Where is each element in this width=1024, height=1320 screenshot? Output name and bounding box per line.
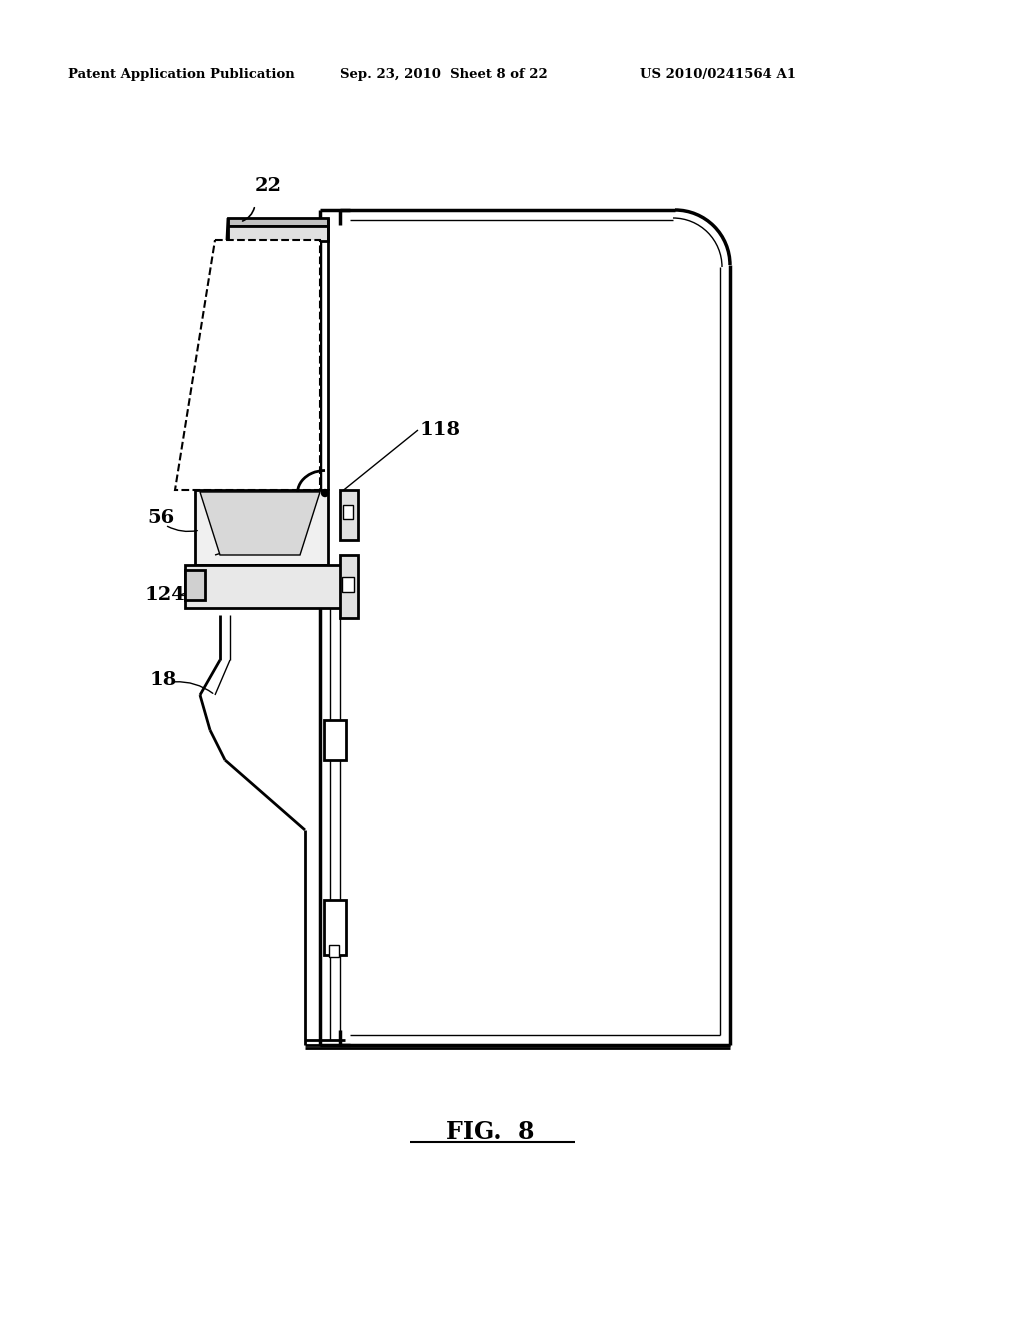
Bar	[342, 577, 354, 591]
Text: Patent Application Publication: Patent Application Publication	[68, 69, 295, 81]
Text: 18: 18	[150, 671, 177, 689]
Bar	[324, 719, 346, 760]
Text: 22: 22	[255, 177, 282, 195]
Bar	[185, 570, 205, 601]
Text: US 2010/0241564 A1: US 2010/0241564 A1	[640, 69, 796, 81]
Text: FIG.  8: FIG. 8	[445, 1119, 535, 1144]
Bar	[340, 490, 358, 540]
Polygon shape	[175, 240, 319, 490]
Bar	[228, 218, 328, 226]
Text: 118: 118	[420, 421, 461, 440]
Bar	[185, 565, 345, 609]
Text: 124: 124	[145, 586, 185, 605]
Bar	[329, 945, 339, 957]
Bar	[195, 490, 328, 565]
Circle shape	[322, 490, 329, 496]
Polygon shape	[200, 492, 319, 554]
Text: Sep. 23, 2010  Sheet 8 of 22: Sep. 23, 2010 Sheet 8 of 22	[340, 69, 548, 81]
Bar	[228, 226, 328, 242]
Bar	[324, 900, 346, 954]
Text: 56: 56	[147, 510, 174, 527]
Bar	[340, 554, 358, 618]
Bar	[343, 506, 353, 519]
